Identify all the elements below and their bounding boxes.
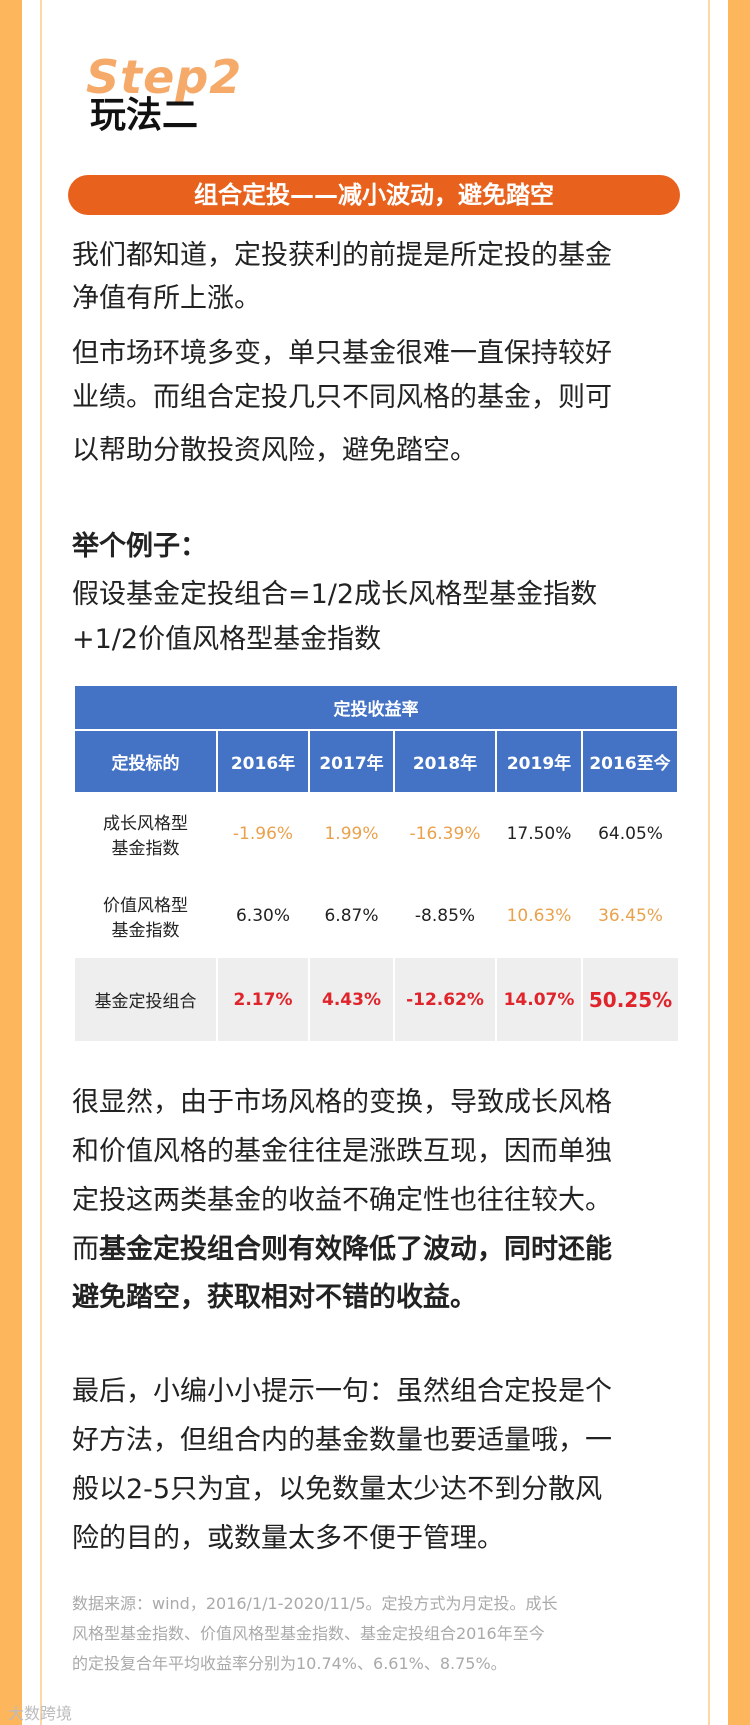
cell: -1.96%	[216, 793, 309, 873]
table-title: 定投收益率	[72, 684, 680, 731]
row-label: 基金定投组合	[73, 958, 217, 1041]
cell: 2.17%	[216, 958, 309, 1041]
cell: 4.43%	[308, 958, 394, 1041]
cell: -12.62%	[393, 958, 496, 1041]
side-band	[728, 0, 750, 1725]
text-line: 般以2-5只为宜，以免数量太少达不到分散风	[72, 1474, 603, 1505]
cell: -8.85%	[393, 873, 496, 958]
cell: 10.63%	[495, 873, 582, 958]
table-row: 基金定投组合 2.17% 4.43% -12.62% 14.07% 50.25%	[73, 958, 679, 1041]
step-label: Step2	[86, 50, 243, 104]
text-line: 假设基金定投组合=1/2成长风格型基金指数	[72, 579, 598, 610]
side-rail	[40, 0, 42, 1725]
example-label: 举个例子：	[72, 531, 207, 562]
side-rail	[708, 0, 710, 1725]
cell: 17.50%	[495, 793, 582, 873]
watermark: 大数跨境	[8, 1704, 73, 1723]
table-row: 成长风格型 基金指数 -1.96% 1.99% -16.39% 17.50% 6…	[73, 793, 679, 873]
cell: 6.87%	[308, 873, 394, 958]
cell: 50.25%	[580, 958, 679, 1041]
returns-table: 定投收益率 定投标的 2016年 2017年 2018年 2019年 2016至…	[72, 684, 680, 1041]
text-line: 净值有所上涨。	[72, 283, 261, 314]
section-title: 玩法二	[90, 95, 199, 136]
column-header: 2017年	[308, 729, 395, 794]
text-line: 业绩。而组合定投几只不同风格的基金，则可	[72, 382, 612, 413]
cell: 1.99%	[308, 793, 394, 873]
column-header: 2019年	[495, 729, 583, 794]
text-line: 最后，小编小小提示一句：虽然组合定投是个	[72, 1376, 612, 1407]
row-label: 价值风格型 基金指数	[73, 873, 217, 958]
text-line: +1/2价值风格型基金指数	[72, 624, 382, 655]
bold-text: 基金定投组合则有效降低了波动，同时还能	[99, 1234, 612, 1265]
text-line: 和价值风格的基金往往是涨跌互现，因而单独	[72, 1136, 612, 1167]
text-line: 但市场环境多变，单只基金很难一直保持较好	[72, 338, 612, 369]
footnote-line: 数据来源：wind，2016/1/1-2020/11/5。定投方式为月定投。成长	[72, 1594, 558, 1613]
text-line: 很显然，由于市场风格的变换，导致成长风格	[72, 1087, 612, 1118]
column-header: 定投标的	[73, 729, 218, 794]
column-header: 2016至今	[580, 729, 680, 794]
text-line: 险的目的，或数量太多不便于管理。	[72, 1523, 504, 1554]
cell: -16.39%	[393, 793, 496, 873]
cell: 6.30%	[216, 873, 309, 958]
column-header: 2018年	[393, 729, 497, 794]
cell: 64.05%	[580, 793, 679, 873]
text-lead: 而	[72, 1234, 99, 1265]
footnote-line: 的定投复合年平均收益率分别为10.74%、6.61%、8.75%。	[72, 1654, 507, 1673]
text-line: 定投这两类基金的收益不确定性也往往较大。	[72, 1185, 612, 1216]
table-row: 价值风格型 基金指数 6.30% 6.87% -8.85% 10.63% 36.…	[73, 873, 679, 958]
side-band	[0, 0, 22, 1725]
text-line: 而基金定投组合则有效降低了波动，同时还能	[72, 1233, 612, 1267]
header-row: 定投标的 2016年 2017年 2018年 2019年 2016至今	[73, 729, 680, 794]
text-line: 我们都知道，定投获利的前提是所定投的基金	[72, 240, 612, 271]
footnote-line: 风格型基金指数、价值风格型基金指数、基金定投组合2016年至今	[72, 1624, 545, 1643]
cell: 14.07%	[495, 958, 582, 1041]
row-label: 成长风格型 基金指数	[73, 793, 217, 873]
table-title-row: 定投收益率	[72, 684, 680, 731]
text-line: 以帮助分散投资风险，避免踏空。	[72, 435, 477, 466]
bold-text: 避免踏空，获取相对不错的收益。	[72, 1282, 477, 1313]
banner: 组合定投——减小波动，避免踏空	[68, 175, 680, 215]
column-header: 2016年	[216, 729, 310, 794]
text-line: 好方法，但组合内的基金数量也要适量哦，一	[72, 1425, 612, 1456]
cell: 36.45%	[580, 873, 679, 958]
